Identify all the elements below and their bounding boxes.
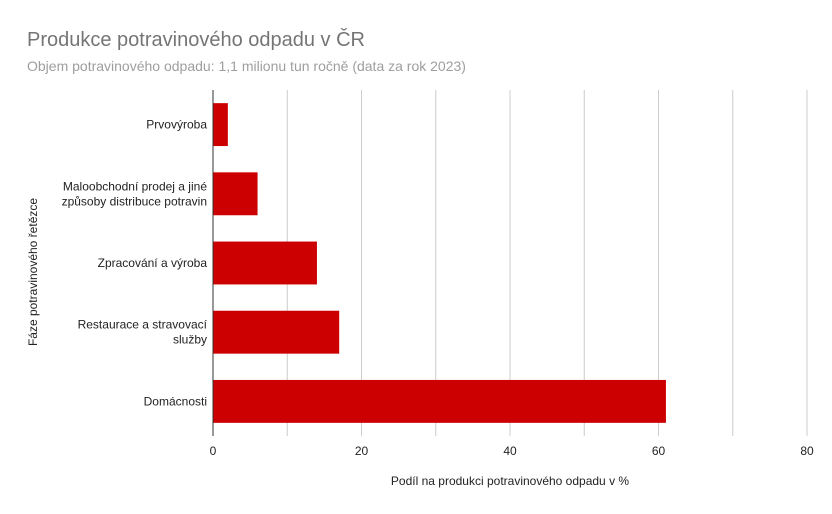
y-axis-label: Fáze potravinového řetězce (26, 198, 40, 346)
bar (213, 241, 317, 285)
x-tick-label: 40 (503, 444, 517, 458)
x-tick-label: 20 (355, 444, 369, 458)
chart-subtitle: Objem potravinového odpadu: 1,1 milionu … (27, 58, 466, 74)
grid-lines (286, 90, 808, 436)
x-axis-label: Podíl na produkci potravinového odpadu v… (391, 474, 629, 488)
category-label-line: služby (173, 333, 207, 347)
category-label-line: Maloobchodní prodej a jiné (63, 179, 207, 193)
x-tick-label: 60 (652, 444, 666, 458)
category-label: Maloobchodní prodej a jiné způsoby distri… (62, 179, 208, 208)
bar (213, 103, 228, 147)
category-labels: Prvovýroba Maloobchodní prodej a jiné způs… (62, 118, 208, 409)
category-label-line: Domácnosti (144, 394, 207, 408)
category-label-line: Restaurace a stravovací (78, 318, 208, 332)
bar (213, 310, 340, 354)
category-label-line: způsoby distribuce potravin (62, 194, 207, 208)
chart-title: Produkce potravinového odpadu v ČR (27, 28, 365, 51)
x-tick-label: 80 (800, 444, 814, 458)
x-tick-label: 0 (210, 444, 217, 458)
bar (213, 172, 258, 216)
category-label: Prvovýroba (146, 118, 207, 132)
category-label: Domácnosti (144, 394, 207, 408)
category-label-line: Zpracování a výroba (98, 256, 208, 270)
bars (213, 103, 666, 423)
x-tick-labels: 0 20 40 60 80 (210, 444, 814, 458)
category-label: Restaurace a stravovací služby (78, 318, 208, 347)
category-label-line: Prvovýroba (146, 118, 207, 132)
category-label: Zpracování a výroba (98, 256, 208, 270)
bar (213, 379, 666, 423)
